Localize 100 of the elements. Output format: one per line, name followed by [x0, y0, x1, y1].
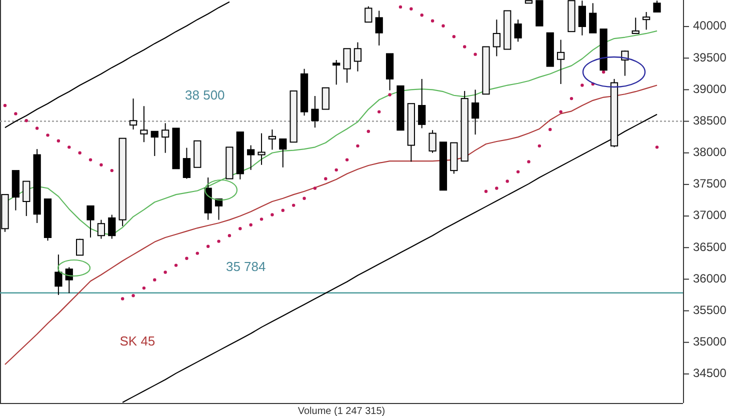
point: [506, 180, 509, 183]
point: [474, 52, 477, 56]
candlestick: [204, 176, 212, 220]
point: [14, 112, 18, 116]
point: [142, 286, 146, 290]
y-tick-label: 34500: [693, 366, 727, 380]
point: [356, 144, 360, 148]
point: [442, 24, 445, 28]
candlestick: [578, 0, 586, 36]
point: [249, 223, 252, 226]
point: [196, 252, 199, 255]
point: [217, 240, 220, 243]
point: [164, 270, 167, 274]
y-tick-label: 40000: [693, 18, 727, 33]
y-tick-label: 38000: [693, 145, 727, 160]
point: [527, 160, 530, 164]
point: [228, 234, 232, 238]
candlestick: [407, 103, 415, 162]
point: [655, 146, 659, 149]
point: [484, 190, 488, 193]
point: [602, 70, 606, 74]
point: [174, 264, 178, 267]
candlestick: [386, 53, 394, 91]
candlestick: [54, 254, 62, 296]
y-tick-label: 38500: [693, 113, 727, 128]
candlestick: [439, 142, 448, 191]
candlestick: [471, 89, 480, 136]
point: [580, 84, 584, 87]
candlestick: [343, 48, 351, 84]
point: [35, 126, 39, 130]
point: [570, 96, 574, 100]
point: [153, 278, 156, 282]
candlestick: [311, 96, 319, 128]
point: [538, 144, 542, 148]
candlestick: [568, 0, 576, 32]
y-tick-label: 35500: [693, 302, 727, 317]
candlestick: [556, 39, 565, 85]
point: [516, 170, 520, 174]
candlestick: [279, 138, 287, 168]
candlestick: [536, 0, 544, 26]
point: [120, 297, 124, 300]
candlestick: [290, 90, 298, 143]
candlestick: [268, 128, 276, 150]
point: [270, 213, 274, 216]
point: [548, 128, 552, 132]
candlestick: [258, 132, 266, 166]
point: [206, 244, 210, 248]
candlestick: [33, 148, 41, 224]
candlestick: [1, 194, 9, 232]
candlestick: [150, 130, 158, 157]
candlestick: [162, 122, 170, 154]
point: [110, 168, 114, 172]
point: [68, 146, 71, 149]
y-tick-label: 39500: [693, 50, 727, 64]
point: [302, 196, 306, 200]
candlestick: [546, 32, 554, 67]
point: [100, 163, 103, 166]
candlestick: [504, 10, 512, 50]
point: [366, 130, 370, 133]
candlestick: [322, 87, 330, 110]
candlestick: [86, 205, 94, 238]
point: [388, 93, 392, 96]
candlestick: [22, 180, 30, 217]
point: [398, 5, 402, 9]
point: [410, 7, 413, 10]
point: [334, 168, 338, 172]
point: [559, 110, 562, 114]
candlestick: [236, 132, 244, 180]
candlestick: [524, 0, 533, 4]
candlestick: [482, 46, 490, 95]
point: [292, 204, 296, 207]
text: Volume (1 247 315): [298, 406, 386, 416]
point: [24, 119, 28, 122]
candlestick: [226, 146, 234, 180]
line-series: [4, 84, 658, 366]
point: [430, 19, 434, 22]
candlestick: [194, 140, 202, 168]
point: [132, 294, 135, 298]
point: [260, 218, 264, 221]
point: [238, 227, 242, 230]
y-tick-label: 37000: [693, 208, 727, 222]
point: [345, 158, 349, 162]
ref-line-label: 35 784: [226, 258, 266, 274]
y-tick-label: 36500: [693, 240, 727, 254]
candlestick: [172, 128, 180, 170]
point: [313, 186, 317, 190]
point: [495, 186, 498, 190]
y-tick-label: 35000: [693, 334, 727, 349]
candlestick: [492, 19, 500, 57]
point: [281, 208, 284, 212]
candlestick: [396, 85, 404, 131]
ref-line-label: 38 500: [185, 87, 225, 102]
point: [56, 139, 60, 142]
point: [378, 110, 381, 114]
line-series: [4, 1, 230, 128]
point: [46, 134, 50, 137]
candlestick: [12, 170, 20, 211]
candlestick: [460, 90, 468, 162]
point: [324, 177, 328, 180]
y-tick-label: 36000: [693, 271, 727, 286]
